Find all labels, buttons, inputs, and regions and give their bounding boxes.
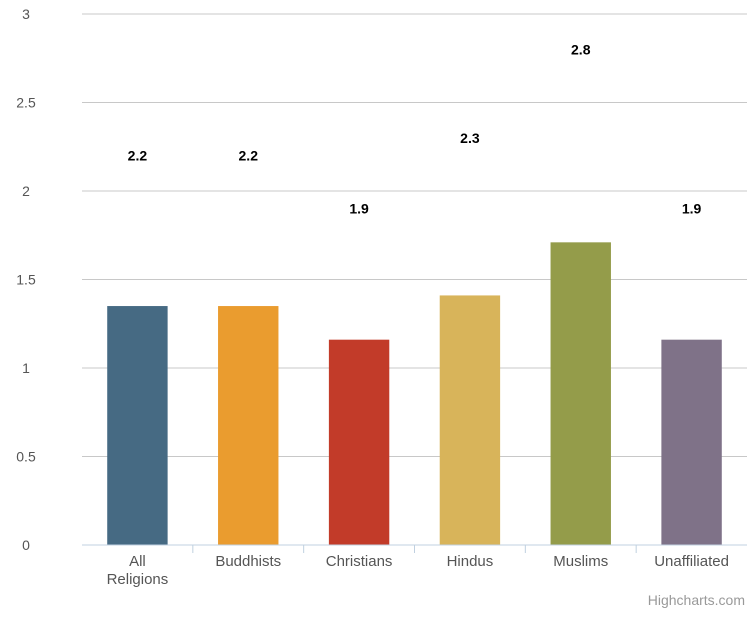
bar[interactable] xyxy=(107,306,167,545)
bar[interactable] xyxy=(440,295,500,545)
y-tick-label: 1 xyxy=(22,360,30,376)
credits-link[interactable]: Highcharts.com xyxy=(648,592,745,608)
data-label: 1.9 xyxy=(349,201,369,217)
data-label: 2.8 xyxy=(571,41,591,57)
y-axis: 0 0.5 1 1.5 2 2.5 3 xyxy=(16,6,36,553)
y-tick-label: 2.5 xyxy=(16,95,36,111)
data-label: 2.3 xyxy=(460,130,480,146)
gridlines xyxy=(82,14,747,457)
data-labels: 2.2 2.2 1.9 2.3 2.8 1.9 xyxy=(128,41,702,216)
data-label: 2.2 xyxy=(239,148,259,164)
bar[interactable] xyxy=(551,242,611,545)
x-tick-label: Buddhists xyxy=(215,553,281,570)
bar[interactable] xyxy=(218,306,278,545)
bar[interactable] xyxy=(329,340,389,545)
y-tick-label: 1.5 xyxy=(16,272,36,288)
bars xyxy=(107,242,722,545)
x-tick-label: All Religions xyxy=(107,553,169,588)
y-tick-label: 0 xyxy=(22,537,30,553)
x-axis: All Religions Buddhists Christians Hindus Mus… xyxy=(82,545,747,588)
y-tick-label: 0.5 xyxy=(16,449,36,465)
bar[interactable] xyxy=(661,340,721,545)
y-tick-label: 2 xyxy=(22,183,30,199)
y-tick-label: 3 xyxy=(22,6,30,22)
x-tick-label: Muslims xyxy=(553,553,608,570)
x-tick-label: Unaffiliated xyxy=(654,553,729,570)
x-tick-label: Hindus xyxy=(447,553,494,570)
x-tick-label: Christians xyxy=(326,553,393,570)
data-label: 2.2 xyxy=(128,148,148,164)
data-label: 1.9 xyxy=(682,201,702,217)
